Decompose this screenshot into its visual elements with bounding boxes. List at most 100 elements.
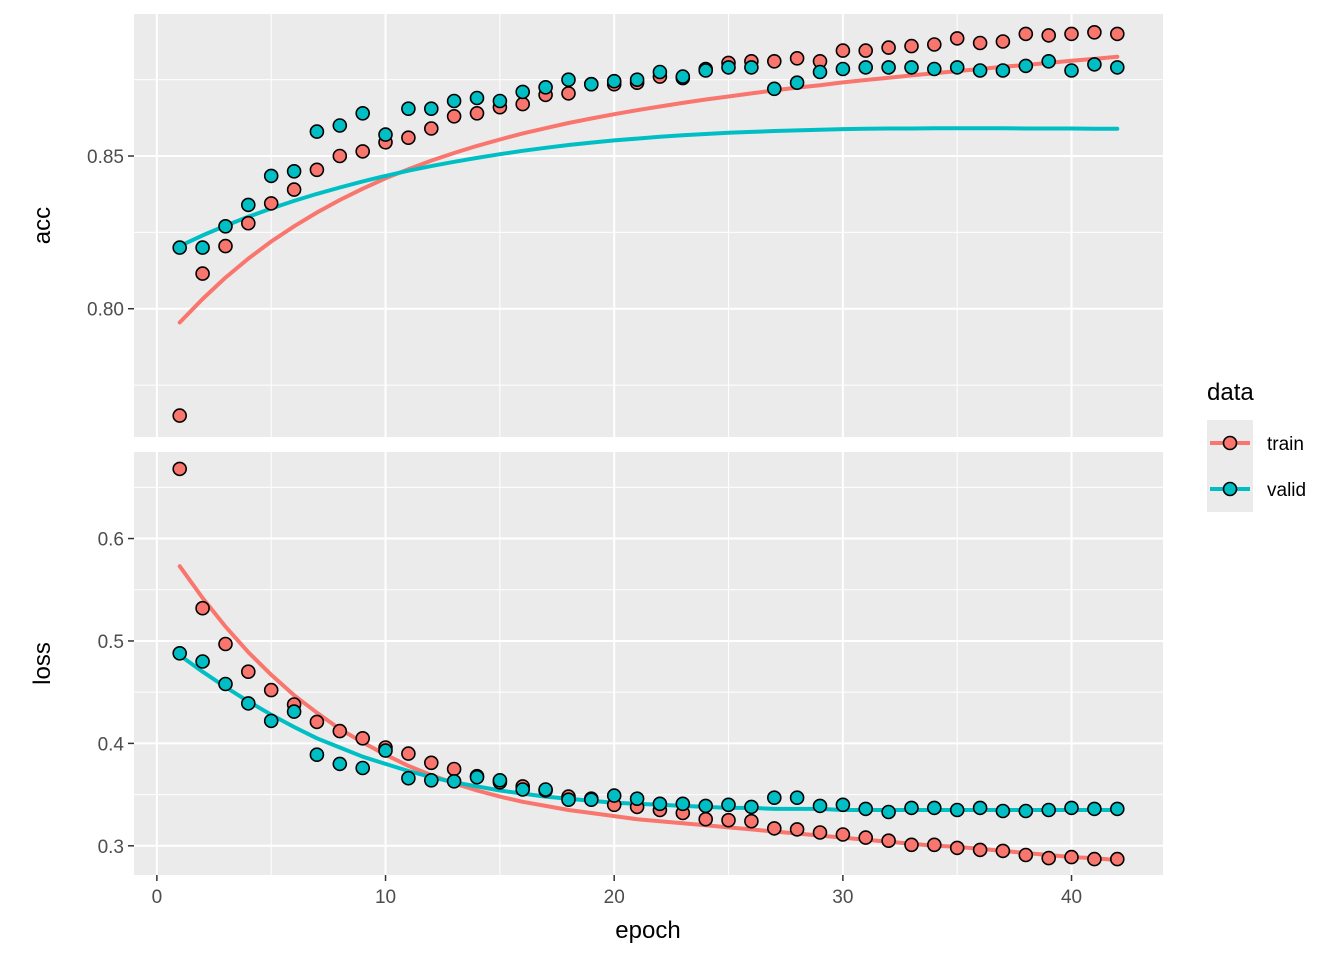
- data-point-train: [195, 266, 210, 281]
- data-point-valid: [789, 75, 805, 90]
- data-point-valid: [949, 60, 965, 75]
- panel-y-label: acc: [29, 207, 56, 244]
- data-point-valid: [332, 756, 348, 772]
- data-point-train: [263, 682, 279, 698]
- data-point-valid: [561, 72, 576, 87]
- data-point-train: [172, 461, 187, 477]
- data-point-train: [286, 182, 302, 197]
- data-point-valid: [1110, 60, 1125, 75]
- data-point-valid: [995, 803, 1011, 819]
- data-point-train: [218, 636, 233, 652]
- data-point-valid: [1041, 53, 1056, 69]
- data-point-train: [332, 148, 348, 164]
- data-point-valid: [698, 798, 714, 814]
- data-point-valid: [286, 164, 302, 179]
- data-point-valid: [263, 168, 279, 184]
- legend-title: data: [1207, 379, 1254, 406]
- data-point-train: [172, 408, 187, 423]
- data-point-valid: [881, 60, 896, 75]
- data-point-valid: [629, 72, 645, 87]
- legend: data train valid: [1207, 379, 1306, 512]
- data-point-train: [698, 811, 714, 827]
- data-point-valid: [195, 240, 210, 255]
- data-point-train: [881, 40, 896, 55]
- data-point-valid: [309, 124, 325, 139]
- data-point-valid: [904, 60, 919, 75]
- data-point-valid: [1064, 63, 1079, 78]
- data-point-valid: [172, 240, 187, 255]
- data-point-valid: [1110, 801, 1125, 817]
- data-point-valid: [926, 61, 942, 77]
- data-point-train: [995, 843, 1011, 859]
- data-point-valid: [423, 101, 439, 116]
- data-point-valid: [583, 76, 599, 92]
- x-axis: 0 10 20 30 40: [152, 875, 1082, 908]
- data-point-train: [949, 31, 965, 46]
- data-point-valid: [675, 796, 691, 812]
- data-point-valid: [1018, 803, 1034, 819]
- data-point-valid: [218, 219, 233, 234]
- x-tick-label: 20: [604, 887, 625, 908]
- x-axis-title: epoch: [615, 917, 680, 944]
- data-point-train: [766, 821, 782, 836]
- panels: 0.80 0.85 acc 0.3 0.4 0.5 0.6 loss: [29, 14, 1163, 875]
- data-point-valid: [538, 782, 553, 797]
- data-point-valid: [995, 63, 1011, 78]
- data-point-valid: [469, 90, 485, 106]
- data-point-train: [446, 109, 462, 124]
- data-point-train: [949, 840, 965, 856]
- data-point-valid: [1018, 58, 1034, 74]
- data-point-valid: [744, 799, 759, 815]
- data-point-train: [1087, 851, 1102, 867]
- data-point-valid: [881, 804, 896, 820]
- data-point-train: [1018, 26, 1034, 42]
- x-tick-label: 0: [152, 887, 163, 908]
- data-point-valid: [721, 797, 736, 813]
- data-point-valid: [561, 792, 576, 808]
- data-point-train: [881, 833, 896, 849]
- data-point-valid: [263, 713, 279, 729]
- legend-key-point-valid: [1222, 481, 1238, 497]
- data-point-train: [332, 723, 348, 739]
- panel-y-label: loss: [29, 642, 56, 685]
- data-point-valid: [721, 60, 736, 75]
- data-point-train: [469, 106, 485, 121]
- data-point-train: [926, 837, 942, 853]
- data-point-train: [355, 730, 371, 746]
- data-point-valid: [538, 80, 553, 95]
- data-point-valid: [423, 772, 439, 788]
- data-point-valid: [1087, 57, 1102, 72]
- data-point-valid: [309, 747, 325, 763]
- data-point-valid: [652, 64, 668, 80]
- data-point-valid: [606, 788, 622, 803]
- data-point-train: [904, 38, 919, 54]
- x-tick-label: 10: [375, 887, 396, 908]
- data-point-train: [561, 86, 576, 101]
- data-point-train: [789, 822, 805, 837]
- data-point-valid: [355, 760, 371, 776]
- data-point-valid: [858, 801, 874, 817]
- data-point-valid: [972, 63, 988, 78]
- data-point-valid: [446, 773, 462, 789]
- data-point-train: [858, 43, 874, 58]
- data-point-train: [835, 827, 851, 842]
- data-point-train: [1087, 24, 1102, 40]
- data-point-train: [423, 755, 439, 771]
- data-point-train: [309, 714, 325, 730]
- data-point-valid: [858, 60, 874, 75]
- data-point-train: [766, 53, 782, 69]
- data-point-valid: [744, 60, 759, 75]
- data-point-valid: [1041, 802, 1056, 818]
- data-point-train: [309, 162, 325, 178]
- y-tick-label: 0.4: [98, 734, 125, 755]
- panel-acc: 0.80 0.85 acc: [29, 14, 1163, 437]
- y-tick-label: 0.85: [87, 147, 124, 168]
- data-point-train: [1110, 26, 1125, 42]
- data-point-valid: [218, 676, 233, 692]
- data-point-train: [195, 600, 210, 616]
- data-point-valid: [766, 790, 782, 806]
- data-point-train: [1041, 28, 1056, 43]
- data-point-valid: [241, 696, 256, 711]
- data-point-train: [744, 813, 759, 829]
